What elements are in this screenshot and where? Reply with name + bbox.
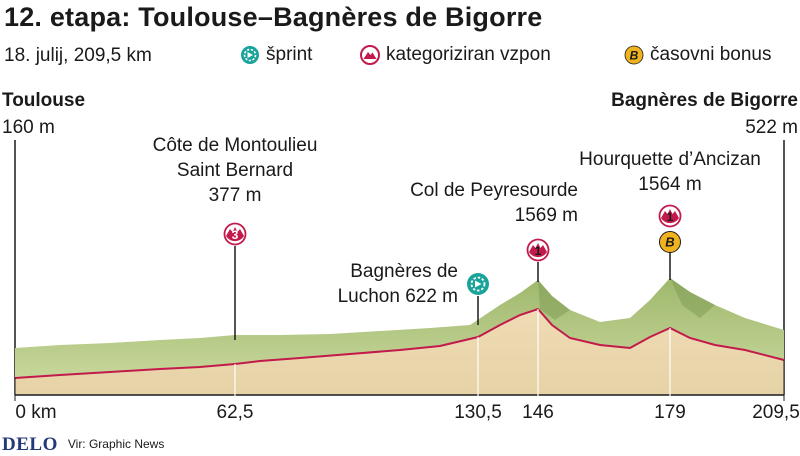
km-marker-62: 62,5 — [216, 402, 254, 423]
brand-logo: DELO — [2, 434, 58, 455]
climb-cat1-icon: 1 — [658, 204, 682, 228]
time-bonus-icon: B — [624, 45, 644, 65]
legend-climb-label: kategoriziran vzpon — [386, 44, 551, 65]
climb-name: Col de Peyresourde — [410, 180, 578, 201]
climb-category: 1 — [535, 244, 542, 258]
climb-altitude: 377 m — [208, 185, 262, 206]
climb-name-line2: Saint Bernard — [176, 160, 294, 181]
legend-time-bonus: B časovni bonus — [624, 44, 771, 66]
finish-altitude: 522 m — [745, 117, 798, 138]
time-bonus-icon: B — [659, 231, 681, 253]
finish-name: Bagnères de Bigorre — [611, 90, 798, 111]
km-marker-finish: 209,5 — [752, 402, 800, 423]
start-altitude: 160 m — [2, 117, 55, 138]
terrain-front — [15, 309, 784, 395]
km-marker-130: 130,5 — [454, 402, 502, 423]
terrain-ridge — [15, 278, 784, 377]
km-marker-start: 0 km — [15, 402, 57, 423]
start-name: Toulouse — [2, 90, 86, 111]
sprint-label-luchon: Bagnères de Luchon 622 m — [338, 259, 458, 309]
time-bonus-letter: B — [665, 235, 674, 250]
legend-time-bonus-label: časovni bonus — [650, 44, 772, 65]
km-marker-179: 179 — [654, 402, 686, 423]
legend-sprint: šprint — [240, 44, 312, 66]
climb-cat3-icon: 3 — [223, 222, 247, 246]
climb-label-montoulieu: Côte de Montoulieu Saint Bernard 377 m — [153, 133, 318, 208]
km-marker-146: 146 — [522, 402, 554, 423]
terrain-shadow — [538, 278, 715, 320]
climb-name-line1: Côte de Montoulieu — [152, 135, 318, 156]
sprint-name-line2: Luchon 622 m — [337, 286, 458, 307]
climb-category: 3 — [232, 228, 239, 242]
time-bonus-letter: B — [630, 49, 639, 63]
sprint-name-line1: Bagnères de — [350, 261, 458, 282]
climb-altitude: 1569 m — [514, 205, 578, 226]
climb-label-ancizan: Hourquette d’Ancizan 1564 m — [579, 147, 761, 197]
climb-altitude: 1564 m — [638, 174, 702, 195]
sprint-icon — [467, 273, 489, 295]
climb-cat1-icon: 1 — [526, 238, 550, 262]
sprint-icon — [241, 46, 259, 64]
climb-label-peyresourde: Col de Peyresourde 1569 m — [410, 178, 578, 228]
page-title: 12. etapa: Toulouse–Bagnères de Bigorre — [4, 2, 543, 32]
stage-date-distance: 18. julij, 209,5 km — [4, 45, 152, 66]
climb-icon — [360, 45, 380, 65]
source-credit: Vir: Graphic News — [67, 437, 165, 451]
footer: DELO Vir: Graphic News — [2, 434, 164, 456]
climb-category: 1 — [667, 210, 674, 224]
climb-name: Hourquette d’Ancizan — [579, 149, 761, 170]
legend-climb: kategoriziran vzpon — [360, 44, 551, 66]
legend-sprint-label: šprint — [266, 44, 313, 65]
